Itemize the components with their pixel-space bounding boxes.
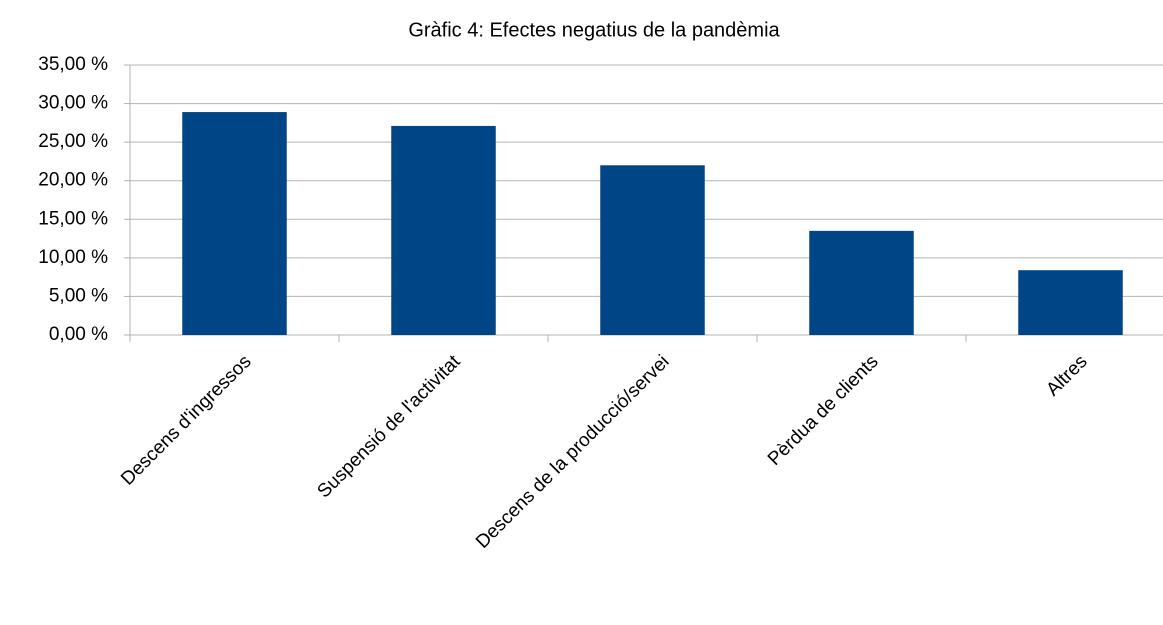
x-tick-label: Suspensió de l'activitat [313,351,465,503]
y-tick-label: 15,00 % [38,208,108,229]
bar [391,125,496,335]
x-tick-label: Descens de la producció/servei [472,351,674,553]
x-tick-label: Pèrdua de clients [764,351,883,470]
y-tick-label: 10,00 % [38,247,108,268]
y-tick-label: 5,00 % [49,285,108,306]
y-tick-label: 20,00 % [38,170,108,191]
x-tick-label: Altres [1042,351,1091,400]
bar [1018,270,1123,335]
bar [182,112,287,335]
y-tick-label: 35,00 % [38,54,108,75]
x-tick-label: Descens d'ingressos [117,351,255,489]
y-tick-label: 25,00 % [38,131,108,152]
y-tick-label: 30,00 % [38,93,108,114]
y-tick-label: 0,00 % [49,324,108,345]
bar [600,165,705,335]
bar [809,230,914,335]
chart-title: Gràfic 4: Efectes negatius de la pandèmi… [408,19,780,41]
